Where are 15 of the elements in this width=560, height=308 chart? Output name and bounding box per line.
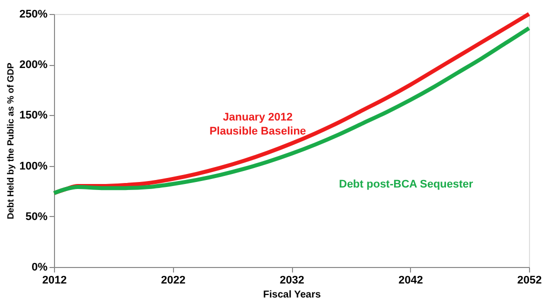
text: Debt post-BCA Sequester [339, 178, 474, 190]
y-axis-title: Debt Held by the Public as % of GDP [5, 62, 16, 220]
x-tick-label: 2052 [517, 274, 542, 286]
y-tick-label: 100% [19, 160, 48, 172]
y-tick-label: 50% [25, 210, 48, 223]
x-tick-label: 2022 [161, 274, 186, 286]
y-tick-label: 200% [19, 59, 48, 72]
x-tick-label: 2042 [398, 274, 423, 286]
y-tick-label: 250% [19, 8, 48, 20]
y-tick-label: 150% [19, 110, 48, 122]
x-tick-label: 2012 [42, 274, 67, 286]
x-axis-title: Fiscal Years [263, 290, 322, 300]
x-tick-label: 2032 [280, 274, 304, 286]
y-tick-label: 0% [32, 262, 48, 274]
series-label: January 2012 Plausible Baseline [209, 112, 306, 138]
